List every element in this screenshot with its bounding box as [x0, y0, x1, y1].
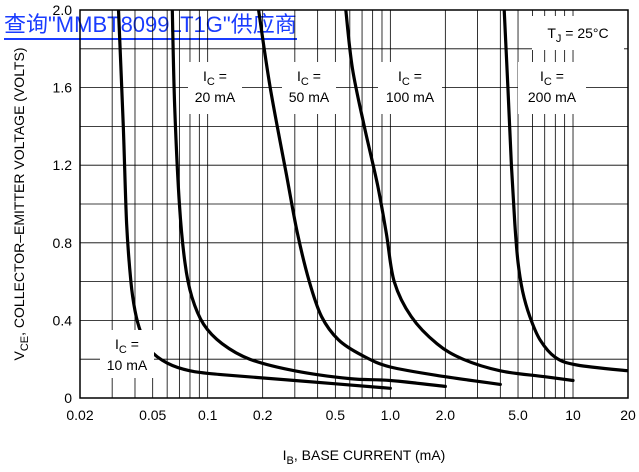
x-tick-label: 2.0 [436, 407, 456, 423]
curve-ic-3 [344, 10, 575, 383]
condition-label-bg [532, 16, 624, 50]
curve-label-ic-eq: = [410, 68, 422, 84]
y-tick-label: 1.2 [53, 157, 73, 173]
curve-label-ic-sub: C [402, 76, 410, 88]
curve-ic-4 [502, 10, 628, 373]
y-tick-label: 2.0 [53, 2, 73, 18]
x-axis-title-main: I [283, 447, 287, 463]
y-axis-title-rest: , COLLECTOR–EMITTER VOLTAGE (VOLTS) [11, 48, 27, 336]
x-tick-label: 0.5 [326, 407, 346, 423]
curve-label-ic: IC = [297, 68, 321, 88]
curve-label-value: 100 mA [386, 89, 435, 105]
curve-label-ic-sub: C [119, 344, 127, 356]
y-axis-title: VCE, COLLECTOR–EMITTER VOLTAGE (VOLTS) [11, 48, 31, 361]
x-tick-label: 10 [565, 407, 581, 423]
curve-label-ic: IC = [115, 336, 139, 356]
condition-rest: = 25°C [561, 25, 608, 41]
curve-ic-2 [257, 10, 502, 386]
curve-label-bg [100, 330, 154, 378]
x-axis-title: IB, BASE CURRENT (mA) [283, 447, 446, 467]
x-tick-label: 5.0 [508, 407, 528, 423]
curve-label-ic-eq: = [309, 68, 321, 84]
curve-label-ic-main: I [540, 68, 544, 84]
curve-label-ic: IC = [540, 68, 564, 88]
curve-label-ic-eq: = [215, 68, 227, 84]
curve-label-ic-sub: C [207, 76, 215, 88]
curve-label-bg [518, 62, 586, 114]
x-axis-title-rest: , BASE CURRENT (mA) [294, 447, 445, 463]
curve-label-ic-sub: C [544, 76, 552, 88]
curve-label-ic: IC = [203, 68, 227, 88]
x-tick-label: 1.0 [381, 407, 401, 423]
plot-frame [79, 9, 629, 399]
curve-label-value: 10 mA [107, 357, 148, 373]
x-tick-label: 0.05 [139, 407, 166, 423]
y-axis-title-main: V [11, 350, 27, 360]
curve-label-ic-main: I [115, 336, 119, 352]
curve-label-bg [282, 62, 336, 114]
curve-label-ic-main: I [203, 68, 207, 84]
condition-main: T [547, 25, 556, 41]
tick-labels: 0.02 0.05 0.1 0.2 0.5 1.0 2.0 5.0 10 20 0 0.4 0.8 1.2… [53, 2, 636, 423]
x-tick-label: 0.02 [66, 407, 93, 423]
y-tick-label: 1.6 [53, 80, 73, 96]
curve-label-value: 200 mA [528, 89, 577, 105]
curve-label-ic-eq: = [552, 68, 564, 84]
condition-label: TJ = 25°C [547, 25, 608, 45]
y-axis-title-sub: CE [19, 336, 31, 351]
y-tick-label: 0.4 [53, 312, 73, 328]
curve-label-bg [378, 62, 442, 114]
x-tick-label: 0.2 [253, 407, 273, 423]
y-tick-label: 0 [64, 390, 72, 406]
curve-label-bg [188, 62, 242, 114]
curve-label-ic-sub: C [301, 76, 309, 88]
x-tick-label: 20 [620, 407, 636, 423]
curve-label-value: 20 mA [195, 89, 236, 105]
curve-label-value: 50 mA [289, 89, 330, 105]
curve-label-ic-main: I [297, 68, 301, 84]
x-axis-title-sub: B [287, 455, 294, 467]
y-tick-label: 0.8 [53, 235, 73, 251]
curve-label-ic-main: I [398, 68, 402, 84]
curve-label-ic: IC = [398, 68, 422, 88]
x-tick-label: 0.1 [198, 407, 218, 423]
curve-ic-1 [170, 10, 447, 388]
curve-label-ic-eq: = [127, 336, 139, 352]
curves [116, 10, 628, 390]
condition-sub: J [556, 33, 562, 45]
supplier-link[interactable]: 查询"MMBT8099LT1G"供应商 [4, 12, 297, 40]
